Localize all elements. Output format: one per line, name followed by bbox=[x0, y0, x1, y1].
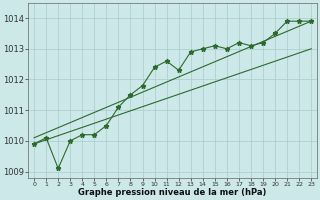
X-axis label: Graphe pression niveau de la mer (hPa): Graphe pression niveau de la mer (hPa) bbox=[78, 188, 267, 197]
